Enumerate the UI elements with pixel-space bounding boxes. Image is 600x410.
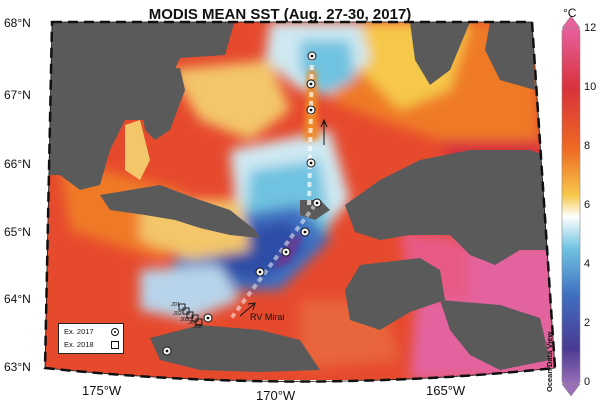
legend-label-2018: Ex. 2018	[64, 340, 94, 349]
legend: Ex. 2017 Ex. 2018	[58, 323, 124, 354]
station-square-icon	[111, 341, 119, 349]
station-label-j02: J02	[173, 311, 182, 317]
station-2017-dot	[258, 270, 262, 274]
station-label-j01: J01	[171, 302, 180, 308]
station-2017-dot	[309, 82, 313, 86]
lat-label-63: 63°N	[4, 360, 31, 374]
station-label-j04: J04	[188, 320, 197, 326]
lon-label-170: 170°W	[256, 388, 296, 403]
colorbar-tick-12: 12	[584, 22, 597, 34]
lon-label-165: 165°W	[426, 383, 466, 398]
lat-label-68: 68°N	[4, 16, 31, 30]
colorbar-tick-10: 10	[584, 81, 597, 93]
station-2017-dot	[315, 201, 319, 205]
colorbar	[561, 27, 581, 385]
seward-peninsula	[345, 150, 555, 265]
station-2017-dot	[284, 250, 288, 254]
colorbar-unit: °C	[563, 6, 577, 20]
station-2018-marker	[195, 318, 203, 326]
lon-label-175: 175°W	[82, 383, 122, 398]
map-title: MODIS MEAN SST (Aug. 27-30, 2017)	[148, 6, 412, 23]
stations-2018	[178, 303, 203, 326]
legend-label-2017: Ex. 2017	[64, 327, 94, 336]
sst-field	[45, 22, 555, 380]
stations-2017	[162, 51, 322, 356]
lat-label-67: 67°N	[4, 88, 31, 102]
station-2018-marker	[178, 303, 186, 311]
lat-label-64: 64°N	[4, 292, 31, 306]
station-2017-dot	[309, 161, 313, 165]
odv-watermark: Ocean Data View	[545, 331, 554, 392]
st-lawrence-island	[150, 325, 320, 372]
station-2017-dot	[310, 54, 314, 58]
station-2017-dot	[206, 316, 210, 320]
lat-label-66: 66°N	[4, 157, 31, 171]
station-label-j05: J05	[193, 324, 202, 330]
colorbar-tick-8: 8	[584, 140, 591, 152]
station-2018-marker	[182, 307, 190, 315]
colorbar-tick-0: 0	[584, 376, 591, 388]
station-2018-marker	[191, 314, 199, 322]
cruise-track	[228, 55, 317, 322]
station-2017-dot	[165, 349, 169, 353]
ship-arrows	[239, 118, 328, 317]
colorbar-tick-2: 2	[584, 317, 591, 329]
ship-label: RV Mirai	[250, 312, 285, 322]
station-2017-dot	[309, 108, 313, 112]
station-2017-dot	[303, 230, 307, 234]
colorbar-tick-4: 4	[584, 258, 591, 270]
lat-label-65: 65°N	[4, 225, 31, 239]
station-label-j03: J03	[180, 317, 189, 323]
chukotka-landmass	[45, 22, 235, 190]
station-circle-icon	[111, 328, 119, 336]
colorbar-tick-6: 6	[584, 199, 591, 211]
